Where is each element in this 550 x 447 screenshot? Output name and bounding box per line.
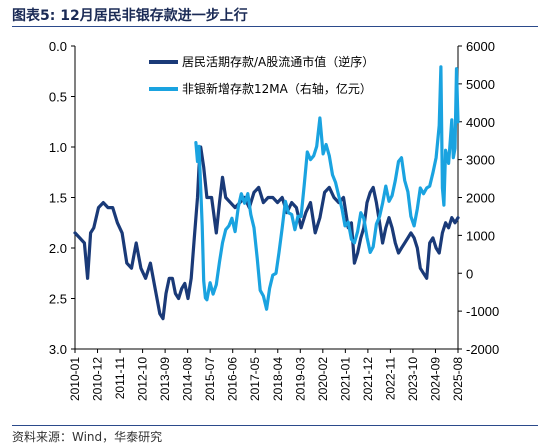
x-tick-label: 2017-05 [248, 357, 262, 401]
x-tick-label: 2020-02 [316, 357, 330, 401]
right-tick-label: 4000 [466, 115, 495, 130]
x-tick-label: 2011-11 [113, 357, 127, 400]
legend-label-series-2: 非银新增存款12MA（右轴，亿元） [182, 81, 372, 96]
series-line-1 [73, 145, 460, 321]
right-tick-label: 2000 [466, 191, 495, 206]
x-tick-label: 2015-07 [203, 357, 217, 401]
x-tick-label: 2022-11 [383, 357, 397, 400]
left-tick-label: 0.0 [49, 39, 67, 54]
x-tick-label: 2016-06 [226, 357, 240, 401]
x-tick-label: 2021-12 [361, 357, 375, 401]
source-note: 资料来源：Wind，华泰研究 [12, 430, 163, 444]
legend-label-series-1: 居民活期存款/A股流通市值（逆序） [182, 54, 374, 69]
axes: 0.0 0.5 1.0 1.5 2.0 2.5 3.0 6000 5000 4000 3000 200… [49, 39, 499, 401]
chart-title: 图表5: 12月居民非银存款进一步上行 [12, 8, 248, 24]
x-tick-label: 2023-10 [406, 357, 420, 401]
x-tick-label: 2010-12 [91, 357, 105, 401]
series-layer [73, 65, 460, 321]
series-line-2 [194, 65, 460, 311]
left-tick-label: 2.5 [49, 292, 67, 307]
right-tick-label: -2000 [466, 342, 499, 357]
x-tick-label: 2018-04 [271, 357, 285, 401]
x-tick-label: 2024-09 [428, 357, 442, 401]
left-tick-label: 2.0 [49, 241, 67, 256]
x-tick-label: 2019-03 [293, 357, 307, 401]
x-tick-label: 2025-08 [451, 357, 465, 401]
right-tick-label: -1000 [466, 304, 499, 319]
x-tick-label: 2014-08 [181, 357, 195, 401]
left-tick-label: 1.5 [49, 191, 67, 206]
x-tick-label: 2012-10 [136, 357, 150, 401]
right-tick-label: 1000 [466, 228, 495, 243]
left-tick-label: 0.5 [49, 90, 67, 105]
right-tick-label: 5000 [466, 77, 495, 92]
x-tick-label: 2010-01 [68, 357, 82, 401]
right-tick-label: 0 [466, 266, 473, 281]
left-tick-label: 3.0 [49, 342, 67, 357]
legend: 居民活期存款/A股流通市值（逆序） 非银新增存款12MA（右轴，亿元） [149, 54, 374, 96]
x-tick-label: 2013-09 [158, 357, 172, 401]
right-tick-label: 3000 [466, 153, 495, 168]
title-divider [12, 26, 538, 27]
right-tick-label: 6000 [466, 39, 495, 54]
left-tick-label: 1.0 [49, 140, 67, 155]
x-tick-label: 2021-01 [338, 357, 352, 401]
footer-divider [12, 425, 538, 426]
